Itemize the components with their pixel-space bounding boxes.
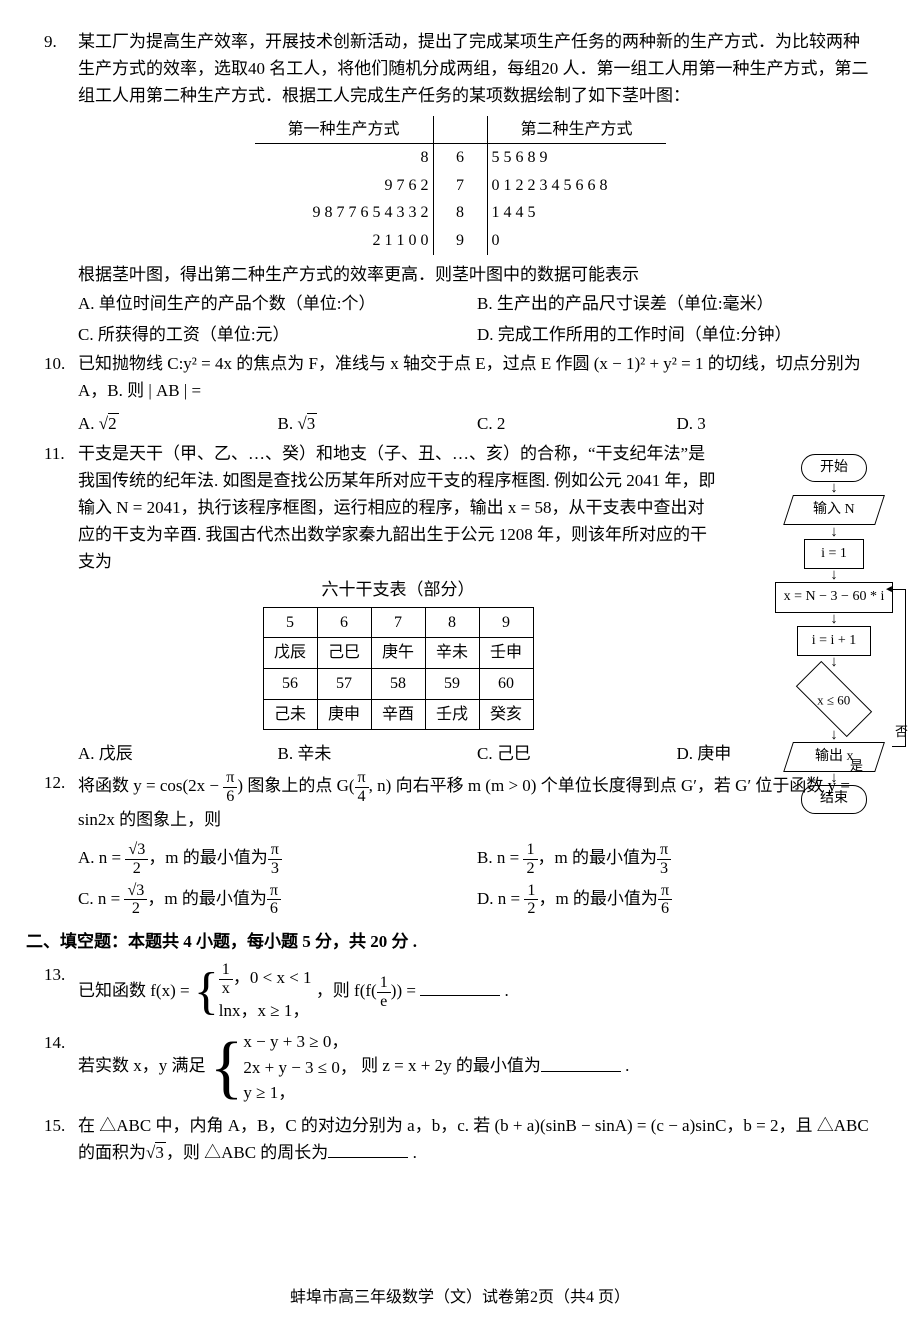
q10-opt-d: D. 3 [677,410,877,437]
blank-15 [328,1141,408,1158]
fc-output: 输出 x [783,742,885,772]
fc-start: 开始 [801,454,867,482]
q10-number: 10. [44,350,78,404]
q11-text: 干支是天干（甲、乙、…、癸）和地支（子、丑、…、亥）的合称，“干支纪年法”是我国… [78,444,716,572]
q9-body: 某工厂为提高生产效率，开展技术创新活动，提出了完成某项生产任务的两种新的生产方式… [78,28,876,110]
question-9: 9. 某工厂为提高生产效率，开展技术创新活动，提出了完成某项生产任务的两种新的生… [44,28,876,110]
fc-inc: i = i + 1 [797,626,871,656]
ganzhi-table-title: 六十干支表（部分） [78,576,718,603]
q9-opt-b: B. 生产出的产品尺寸误差（单位:毫米） [477,290,876,317]
stem-title-left: 第一种生产方式 [255,116,434,144]
q12-options: A. n = √32，m 的最小值为π3 B. n = 12，m 的最小值为π3… [44,839,876,920]
q9-number: 9. [44,28,78,110]
brace-icon: { [194,966,219,1018]
q10-opt-b: B. 3 [278,410,478,437]
ganzhi-table: 56789 戊辰己巳庚午辛未壬申 5657585960 己未庚申辛酉壬戌癸亥 [263,607,534,730]
section-2-title: 二、填空题：本题共 4 小题，每小题 5 分，共 20 分 . [26,928,876,955]
question-14: 14. 若实数 x，y 满足 { x − y + 3 ≥ 0， 2x + y −… [44,1029,876,1106]
q11-options: A. 戊辰 B. 辛未 C. 己巳 D. 庚申 [44,740,876,767]
q14-number: 14. [44,1029,78,1106]
question-13: 13. 已知函数 f(x) = { 1x，0 < x < 1 lnx，x ≥ 1… [44,961,876,1023]
page-footer: 蚌埠市高三年级数学（文）试卷第2页（共4 页） [0,1285,920,1311]
q9-opt-a: A. 单位时间生产的产品个数（单位:个） [78,290,477,317]
q11-opt-c: C. 己巳 [477,740,677,767]
blank-14 [541,1055,621,1072]
q10-opt-a: A. 2 [78,410,278,437]
fc-init: i = 1 [804,539,864,569]
question-15: 15. 在 △ABC 中，内角 A，B，C 的对边分别为 a，b，c. 若 (b… [44,1112,876,1166]
q12-number: 12. [44,769,78,833]
q9-opt-d: D. 完成工作所用的工作时间（单位:分钟） [477,321,876,348]
brace-icon: { [210,1033,244,1103]
fc-input: 输入 N [783,495,885,525]
q13-number: 13. [44,961,78,1023]
q9-after: 根据茎叶图，得出第二种生产方式的效率更高．则茎叶图中的数据可能表示 [44,261,876,288]
q10-text: 已知抛物线 C:y² = 4x 的焦点为 F，准线与 x 轴交于点 E，过点 E… [78,350,876,404]
q15-body: 在 △ABC 中，内角 A，B，C 的对边分别为 a，b，c. 若 (b + a… [78,1112,876,1166]
q9-options: A. 单位时间生产的产品个数（单位:个） B. 生产出的产品尺寸误差（单位:毫米… [44,288,876,350]
q9-text: 某工厂为提高生产效率，开展技术创新活动，提出了完成某项生产任务的两种新的生产方式… [78,32,869,105]
q9-opt-c: C. 所获得的工资（单位:元） [78,321,477,348]
question-12: 12. 将函数 y = cos(2x − π6) 图象上的点 G(π4, n) … [44,769,876,833]
q12-text: 将函数 y = cos(2x − π6) 图象上的点 G(π4, n) 向右平移… [78,769,876,833]
q11-opt-a: A. 戊辰 [78,740,278,767]
fc-no-label: 否 [895,722,908,743]
q12-opt-c: C. n = √32，m 的最小值为π6 [78,882,477,919]
stem-leaf-plot: 第一种生产方式 第二种生产方式 865 5 6 8 9 9 7 6 270 1 … [44,116,876,255]
blank-13 [420,979,500,996]
stem-title-right: 第二种生产方式 [487,116,666,144]
q10-opt-c: C. 2 [477,410,677,437]
q12-opt-b: B. n = 12，m 的最小值为π3 [477,841,876,878]
q11-opt-b: B. 辛未 [278,740,478,767]
q10-options: A. 2 B. 3 C. 2 D. 3 [44,410,876,437]
q13-body: 已知函数 f(x) = { 1x，0 < x < 1 lnx，x ≥ 1， ，则… [78,961,876,1023]
fc-yes-label: 是 [850,756,863,777]
q14-body: 若实数 x，y 满足 { x − y + 3 ≥ 0， 2x + y − 3 ≤… [78,1029,876,1106]
question-10: 10. 已知抛物线 C:y² = 4x 的焦点为 F，准线与 x 轴交于点 E，… [44,350,876,404]
q12-opt-d: D. n = 12，m 的最小值为π6 [477,882,876,919]
fc-calc: x = N − 3 − 60 * i [775,582,893,612]
q15-number: 15. [44,1112,78,1166]
question-11: 11. 干支是天干（甲、乙、…、癸）和地支（子、丑、…、亥）的合称，“干支纪年法… [44,440,876,735]
q11-number: 11. [44,440,78,735]
q12-opt-a: A. n = √32，m 的最小值为π3 [78,841,477,878]
fc-end: 结束 [801,785,867,813]
fc-cond: x ≤ 60 [796,661,872,737]
flowchart: 开始 ↓ 输入 N ↓ i = 1 ↓ x = N − 3 − 60 * i ↓… [760,454,908,814]
